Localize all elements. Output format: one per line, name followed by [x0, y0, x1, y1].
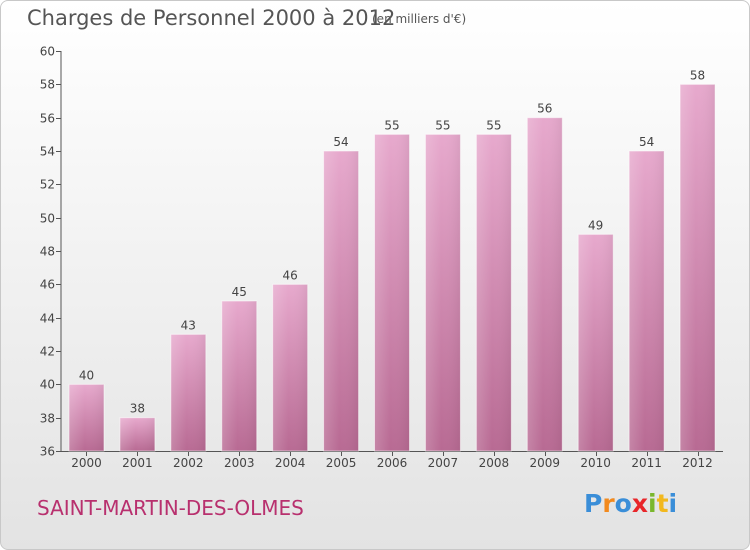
- data-label-2004: 46: [283, 268, 298, 282]
- x-tick-label: 2001: [122, 456, 153, 470]
- bar-shine-2009: [527, 117, 563, 452]
- bar-shine-2000: [68, 384, 104, 451]
- x-tick-label: 2012: [682, 456, 713, 470]
- logo-letter: P: [584, 489, 603, 518]
- data-label-2000: 40: [79, 368, 94, 382]
- y-tick-label: 48: [40, 245, 55, 259]
- data-label-2009: 56: [537, 102, 552, 116]
- bar-shine-2001: [119, 417, 155, 451]
- y-tick-label: 36: [40, 445, 55, 459]
- y-tick-label: 60: [40, 45, 55, 59]
- bars: [68, 83, 716, 452]
- chart-unit: (en milliers d'€): [372, 12, 467, 26]
- data-labels: 40 38 43 45 46 54 55 55 55 56 49 54 58: [79, 68, 705, 415]
- y-tick-label: 44: [40, 312, 55, 326]
- bar-shine-2010: [578, 234, 614, 451]
- y-tick-label: 50: [40, 212, 55, 226]
- x-tick-label: 2004: [275, 456, 306, 470]
- x-tick-label: 2000: [71, 456, 102, 470]
- x-tick-label: 2006: [377, 456, 408, 470]
- bar-shine-2005: [323, 151, 359, 451]
- bar-shine-2012: [680, 84, 716, 451]
- logo-letter: i: [668, 489, 678, 518]
- data-label-2005: 54: [333, 135, 348, 149]
- x-axis: 2000 2001 2002 2003 2004 2005 2006 2007 2008 2009…: [61, 451, 723, 470]
- data-label-2012: 58: [690, 68, 705, 82]
- x-tick-label: 2005: [326, 456, 357, 470]
- logo-letter: x: [631, 489, 648, 518]
- y-tick-label: 42: [40, 345, 55, 359]
- data-label-2002: 43: [181, 318, 196, 332]
- y-tick-label: 40: [40, 378, 55, 392]
- bar-shine-2002: [170, 334, 206, 451]
- y-tick-label: 52: [40, 178, 55, 192]
- y-tick-label: 38: [40, 412, 55, 426]
- logo-letter: o: [614, 489, 632, 518]
- y-tick-label: 58: [40, 78, 55, 92]
- data-label-2008: 55: [486, 118, 501, 132]
- data-label-2006: 55: [384, 118, 399, 132]
- logo-letter: i: [648, 489, 657, 518]
- bar-shine-2006: [374, 134, 410, 452]
- bar-shine-2008: [476, 134, 512, 452]
- x-tick-label: 2011: [631, 456, 662, 470]
- chart-title: Charges de Personnel 2000 à 2012: [27, 6, 396, 30]
- bar-shine-2007: [425, 134, 461, 452]
- data-label-2010: 49: [588, 218, 603, 232]
- x-tick-label: 2008: [479, 456, 510, 470]
- proxiti-logo[interactable]: Proxiti: [584, 489, 677, 518]
- data-label-2007: 55: [435, 118, 450, 132]
- bar-shine-2011: [629, 151, 665, 451]
- y-tick-label: 56: [40, 112, 55, 126]
- x-tick-label: 2009: [529, 456, 560, 470]
- x-tick-label: 2002: [173, 456, 204, 470]
- bar-shine-2003: [221, 301, 257, 451]
- y-axis: 36 38 40 42 44 46 48 50 52 54 56 58 60: [40, 45, 62, 459]
- x-tick-label: 2003: [224, 456, 255, 470]
- logo-letter: t: [656, 489, 669, 518]
- logo-letter: r: [602, 489, 615, 518]
- y-tick-label: 46: [40, 278, 55, 292]
- bar-shine-2004: [272, 284, 308, 451]
- data-label-2001: 38: [130, 402, 145, 416]
- x-tick-label: 2010: [580, 456, 611, 470]
- y-tick-label: 54: [40, 145, 55, 159]
- x-tick-label: 2007: [428, 456, 459, 470]
- data-label-2003: 45: [232, 285, 247, 299]
- data-label-2011: 54: [639, 135, 654, 149]
- commune-name: SAINT-MARTIN-DES-OLMES: [37, 496, 304, 520]
